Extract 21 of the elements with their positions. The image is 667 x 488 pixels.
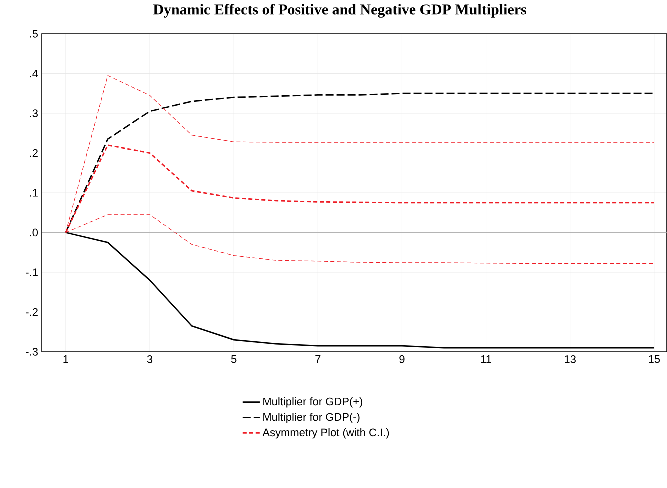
x-tick-label: 15 [649, 356, 660, 364]
x-tick-label: 9 [400, 356, 405, 364]
chart-title: Dynamic Effects of Positive and Negative GDP Multipliers [153, 4, 527, 18]
y-tick-label: .4 [30, 70, 38, 78]
x-tick-label: 5 [231, 356, 237, 364]
x-tick-label: 3 [147, 356, 153, 364]
y-tick-label: -.1 [26, 268, 38, 276]
legend-label: Multiplier for GDP(+) [264, 398, 363, 408]
y-tick-label: .2 [30, 149, 38, 158]
y-tick-label: .3 [30, 110, 38, 118]
x-tick-label: 13 [565, 356, 576, 364]
y-tick-label: -.2 [26, 308, 38, 316]
y-tick-label: .1 [30, 189, 38, 197]
legend-label: Asymmetry Plot (with C.I.) [262, 428, 390, 439]
x-tick-label: 11 [481, 356, 492, 364]
y-tick-label: -.3 [26, 348, 38, 356]
y-tick-label: .5 [30, 30, 38, 38]
y-tick-label: .0 [30, 228, 38, 237]
x-tick-label: 1 [64, 356, 68, 364]
legend-label: Multiplier for GDP(-) [264, 413, 360, 424]
x-tick-label: 7 [316, 356, 321, 364]
